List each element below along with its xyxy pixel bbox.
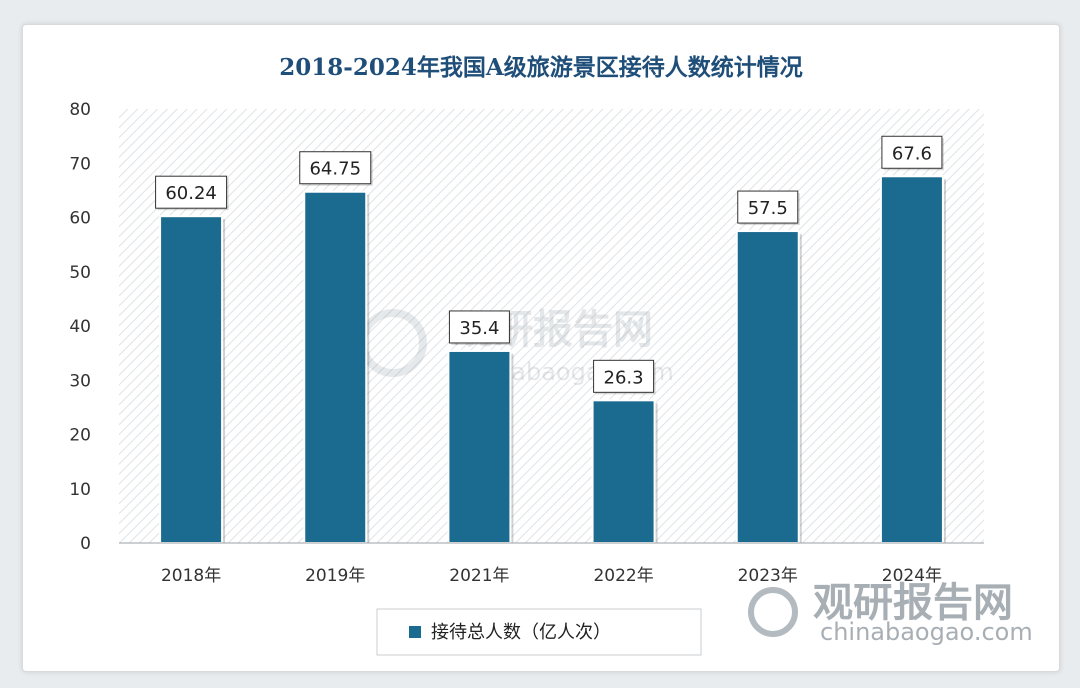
x-tick-label: 2021年 (449, 566, 509, 586)
data-label: 57.5 (748, 198, 788, 219)
legend-box (376, 608, 702, 656)
watermark-corner-url: chinabaogao.com (820, 618, 1033, 646)
y-tick-label: 50 (69, 263, 91, 283)
y-tick-label: 80 (69, 100, 91, 120)
watermark-corner-logo-icon (748, 587, 798, 637)
y-tick-label: 70 (69, 154, 91, 174)
bar-series: 60.24 64.75 35.4 26.3 57.5 67.6 (155, 135, 946, 545)
y-tick-label: 40 (69, 317, 91, 337)
chart-card: 2018-2024年我国A级旅游景区接待人数统计情况 观研报告网 chinaba… (22, 24, 1060, 672)
data-label-box (737, 190, 799, 224)
data-label: 60.24 (165, 183, 217, 204)
data-label-box (155, 175, 228, 209)
x-tick-label: 2022年 (593, 566, 653, 586)
x-tick-label: 2019年 (305, 566, 365, 586)
bar-chart: 2018-2024年我国A级旅游景区接待人数统计情况 观研报告网 chinaba… (69, 54, 1033, 656)
x-tick-label: 2023年 (738, 566, 798, 586)
x-axis: 2018年 2019年 2021年 2022年 2023年 2024年 (161, 566, 942, 586)
legend-label: 接待总人数（亿人次） (431, 622, 611, 643)
plot-area-background (119, 109, 984, 543)
data-label: 67.6 (892, 143, 932, 164)
data-label: 64.75 (309, 159, 361, 180)
data-label-box (593, 359, 655, 393)
watermark-corner-cn: 观研报告网 (813, 580, 1013, 626)
x-tick-label: 2024年 (882, 566, 942, 586)
y-tick-label: 20 (69, 426, 91, 446)
bar (159, 215, 224, 544)
data-label-box (299, 151, 372, 185)
y-tick-label: 0 (80, 534, 91, 554)
bar (735, 230, 800, 544)
data-label: 35.4 (459, 318, 499, 339)
chart-title: 2018-2024年我国A级旅游景区接待人数统计情况 (279, 54, 802, 81)
bar (879, 175, 944, 545)
data-label: 26.3 (604, 367, 644, 388)
legend-swatch (409, 626, 421, 638)
legend: 接待总人数（亿人次） (376, 608, 702, 656)
data-label-box (448, 310, 510, 344)
x-tick-label: 2018年 (161, 566, 221, 586)
data-label-box (881, 135, 943, 169)
bar (591, 399, 656, 545)
watermark-corner: 观研报告网 chinabaogao.com (748, 580, 1033, 646)
bar (303, 190, 368, 544)
y-tick-label: 60 (69, 209, 91, 229)
bar (447, 349, 512, 544)
y-tick-label: 30 (69, 371, 91, 391)
y-tick-label: 10 (69, 480, 91, 500)
y-axis: 0 10 20 30 40 50 60 70 80 (69, 100, 91, 554)
